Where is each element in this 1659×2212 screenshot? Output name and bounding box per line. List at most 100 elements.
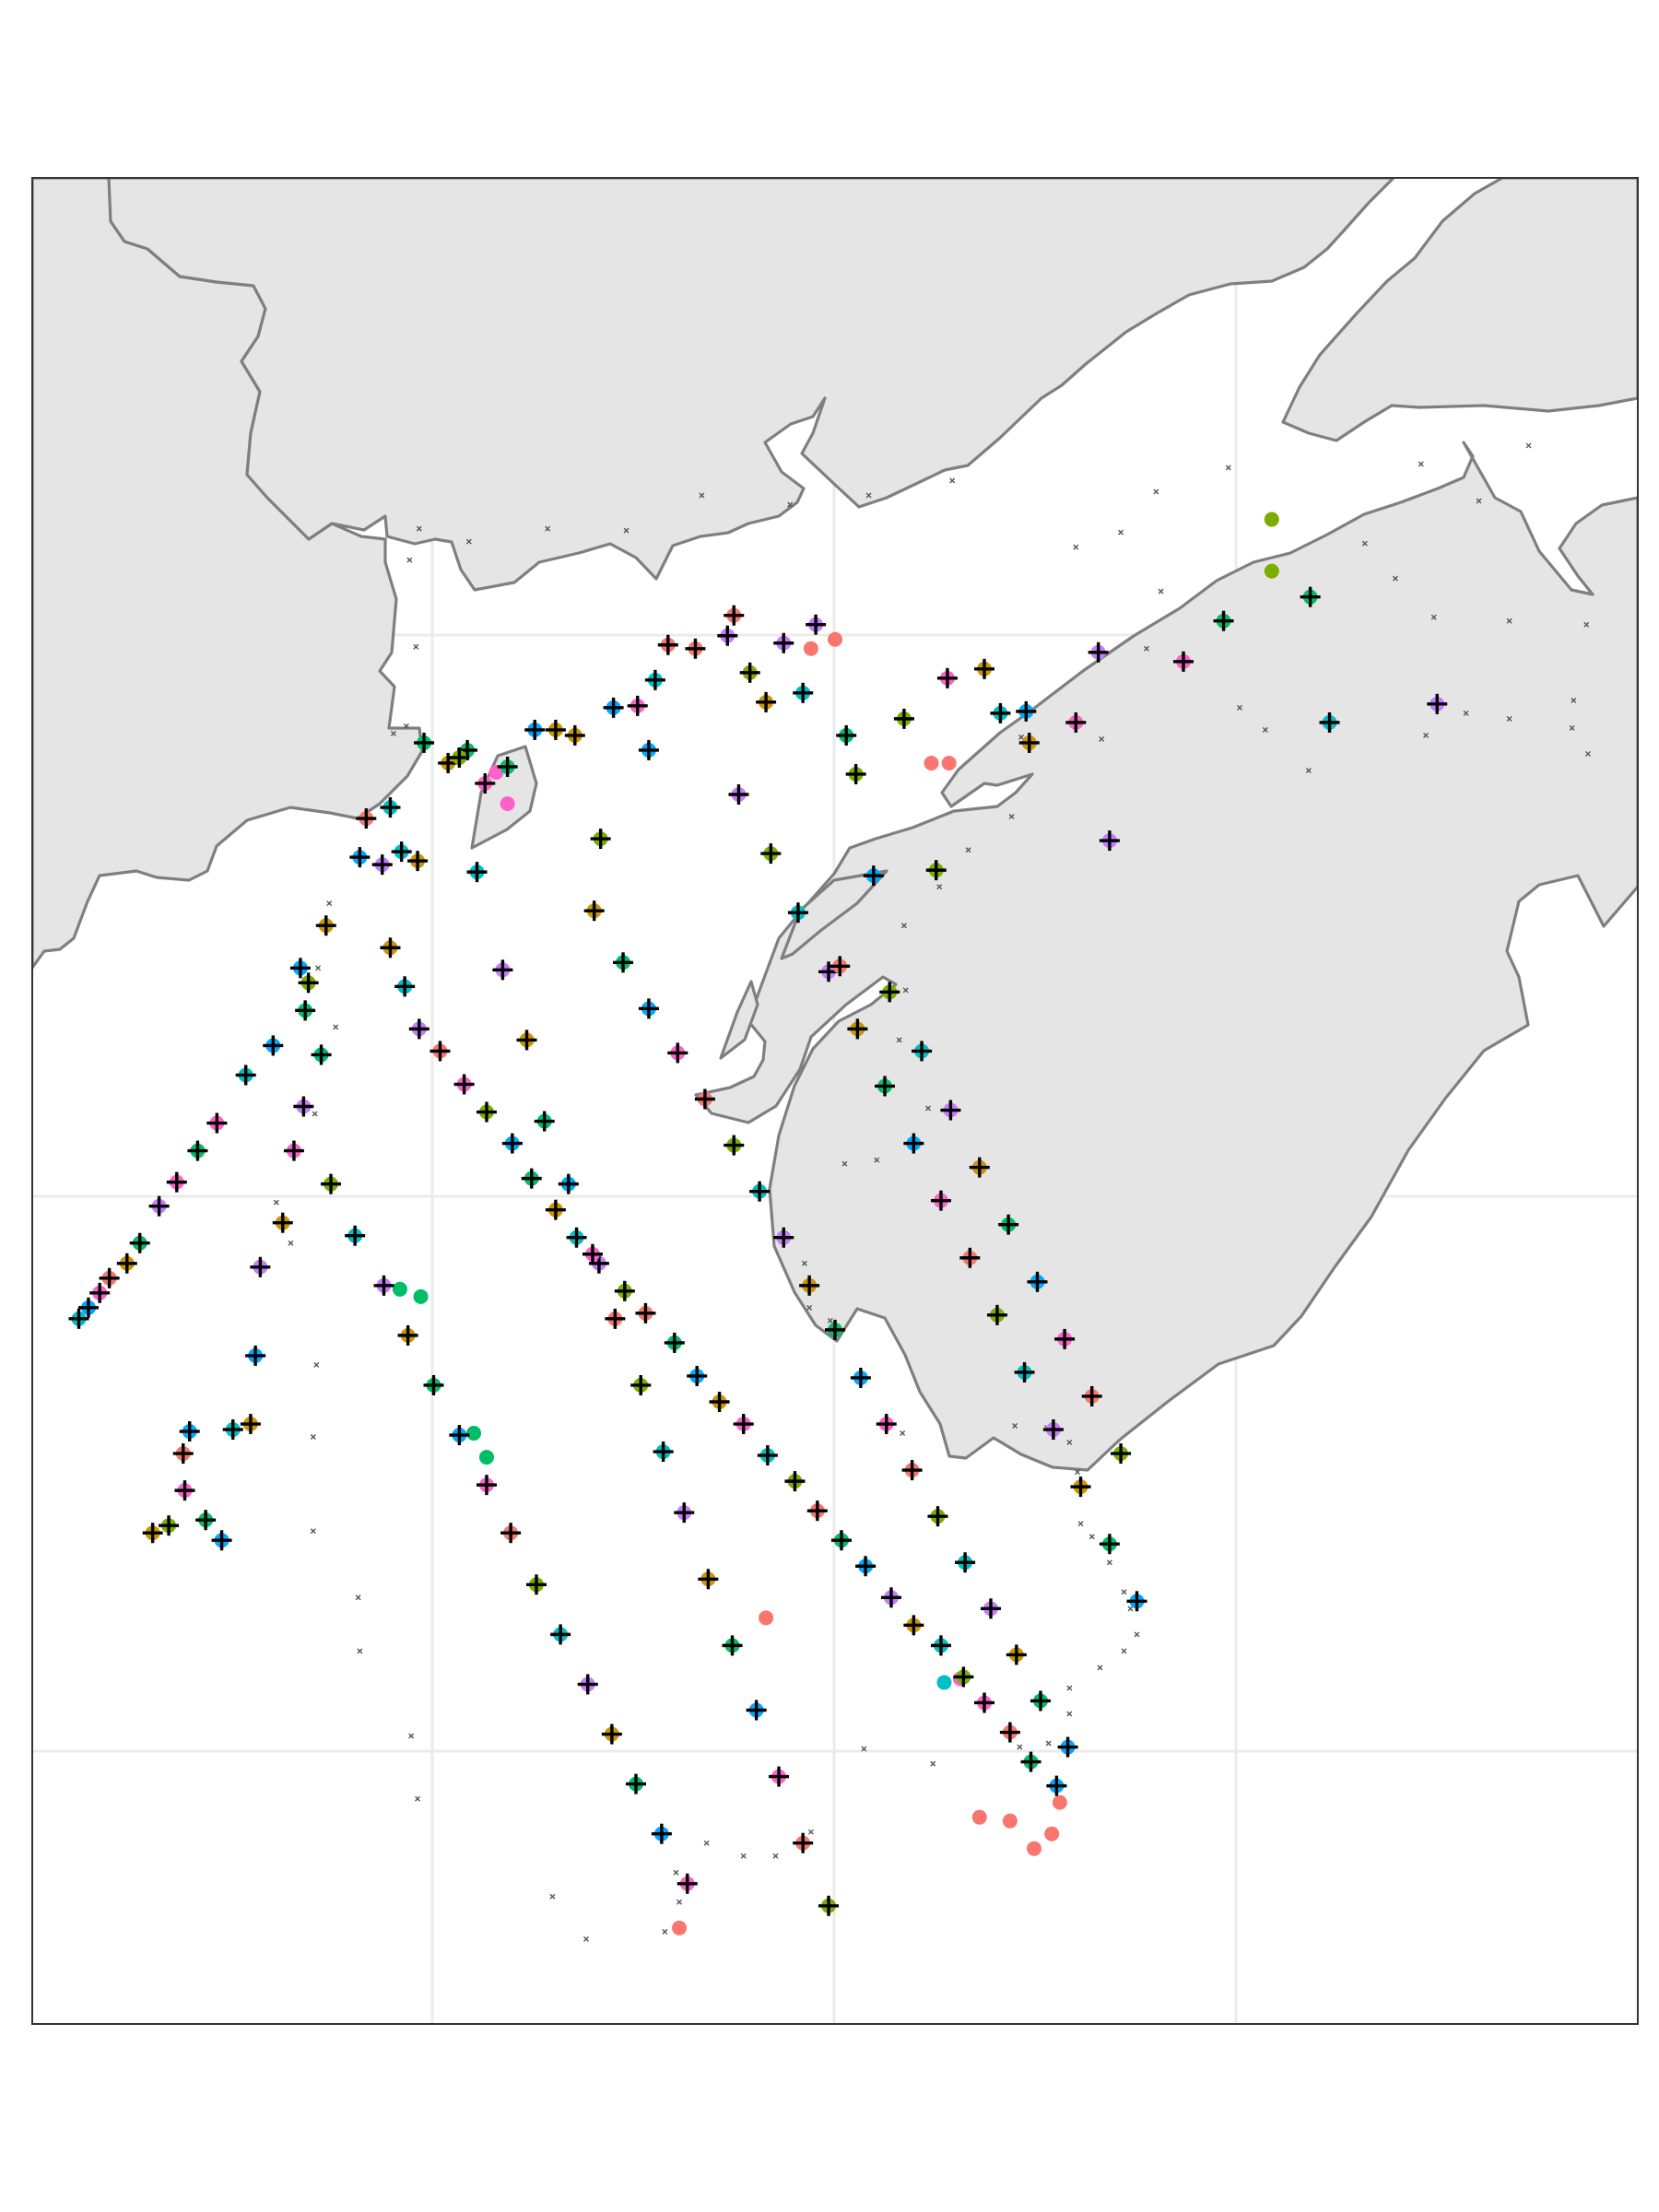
station-plus <box>550 1624 571 1645</box>
station-plus <box>630 1374 652 1395</box>
small-x-mark <box>582 1936 589 1942</box>
station-plus <box>601 1724 622 1745</box>
station-plus <box>724 1135 745 1156</box>
station-plus <box>635 1302 656 1324</box>
colored-dot <box>1044 1826 1060 1841</box>
station-marker <box>1046 1775 1067 1796</box>
station-plus <box>1020 1751 1041 1772</box>
station-plus <box>142 1523 163 1544</box>
station-plus <box>583 900 605 922</box>
station-plus <box>756 691 777 712</box>
station-plus <box>1027 1271 1048 1292</box>
station-marker <box>880 1587 901 1608</box>
station-plus <box>667 1042 688 1064</box>
station-marker <box>836 724 857 746</box>
station-marker <box>627 695 648 716</box>
station-marker <box>545 1199 566 1220</box>
station-marker <box>638 739 659 760</box>
station-plus <box>373 1275 394 1296</box>
station-marker <box>1173 651 1194 672</box>
station-marker <box>1016 700 1037 722</box>
station-marker <box>116 1253 137 1274</box>
small-x-mark <box>1106 1559 1112 1566</box>
small-x-mark <box>1583 621 1590 628</box>
station-plus <box>1057 1736 1078 1758</box>
small-x-mark <box>1418 461 1424 467</box>
station-plus <box>99 1267 120 1288</box>
station-plus <box>879 982 900 1003</box>
station-plus <box>516 1030 537 1051</box>
station-marker <box>497 756 518 777</box>
station-plus <box>980 1598 1001 1619</box>
small-x-mark <box>1012 1423 1018 1430</box>
station-plus <box>644 669 665 690</box>
station-plus <box>990 702 1011 724</box>
small-x-mark <box>1305 767 1312 773</box>
station-marker <box>566 1227 587 1248</box>
small-x-mark <box>1506 618 1512 624</box>
small-x-mark <box>1571 697 1577 703</box>
small-x-mark <box>1066 1685 1073 1691</box>
station-marker <box>739 662 760 683</box>
colored-dot <box>759 1610 774 1626</box>
small-x-mark <box>333 1024 339 1030</box>
station-marker <box>974 658 995 679</box>
small-x-mark <box>925 1105 932 1112</box>
station-marker <box>349 847 371 868</box>
small-x-mark <box>310 1434 316 1441</box>
small-x-mark <box>801 1260 807 1266</box>
small-x-mark <box>416 525 422 532</box>
station-plus <box>953 1666 974 1688</box>
colored-dot <box>478 1450 494 1465</box>
station-plus <box>806 1500 828 1522</box>
station-marker <box>174 1480 195 1501</box>
station-plus <box>408 1018 429 1040</box>
station-marker <box>582 1243 603 1265</box>
small-x-mark <box>861 1746 867 1752</box>
station-plus <box>638 739 659 760</box>
small-x-mark <box>408 1733 415 1739</box>
small-x-mark <box>1569 724 1575 731</box>
small-x-mark <box>310 1528 316 1535</box>
station-plus <box>500 1523 522 1544</box>
station-marker <box>466 862 488 883</box>
station-plus <box>371 854 393 876</box>
colored-dot <box>828 631 842 647</box>
station-marker <box>577 1674 598 1695</box>
station-plus <box>1099 830 1120 852</box>
station-plus <box>955 1552 976 1573</box>
small-x-mark <box>841 1160 848 1167</box>
small-x-mark <box>965 847 971 853</box>
station-plus <box>818 1895 840 1916</box>
small-x-mark <box>355 1594 361 1601</box>
station-plus <box>773 632 794 653</box>
station-plus <box>614 1280 635 1301</box>
station-plus <box>739 662 760 683</box>
station-plus <box>272 1212 293 1233</box>
colored-dot <box>466 1426 482 1441</box>
station-marker <box>685 638 706 659</box>
station-plus <box>1016 700 1037 722</box>
station-plus <box>453 1074 475 1095</box>
station-plus <box>116 1253 137 1274</box>
station-plus <box>166 1171 187 1193</box>
station-plus <box>799 1275 820 1296</box>
small-x-mark <box>827 1317 833 1324</box>
station-plus <box>724 605 745 626</box>
station-marker <box>806 614 827 635</box>
land-north-coast <box>107 178 1395 592</box>
station-marker <box>206 1112 228 1134</box>
station-marker <box>371 854 393 876</box>
station-plus <box>582 1243 603 1265</box>
station-marker <box>613 952 634 973</box>
station-marker <box>449 1425 470 1446</box>
island-south <box>719 980 759 1060</box>
station-plus <box>345 1225 366 1246</box>
station-plus <box>757 1445 778 1466</box>
small-x-mark <box>1158 588 1164 594</box>
station-plus <box>524 719 546 740</box>
station-plus <box>863 865 884 887</box>
station-plus <box>1042 1419 1064 1441</box>
station-marker <box>806 1500 828 1522</box>
